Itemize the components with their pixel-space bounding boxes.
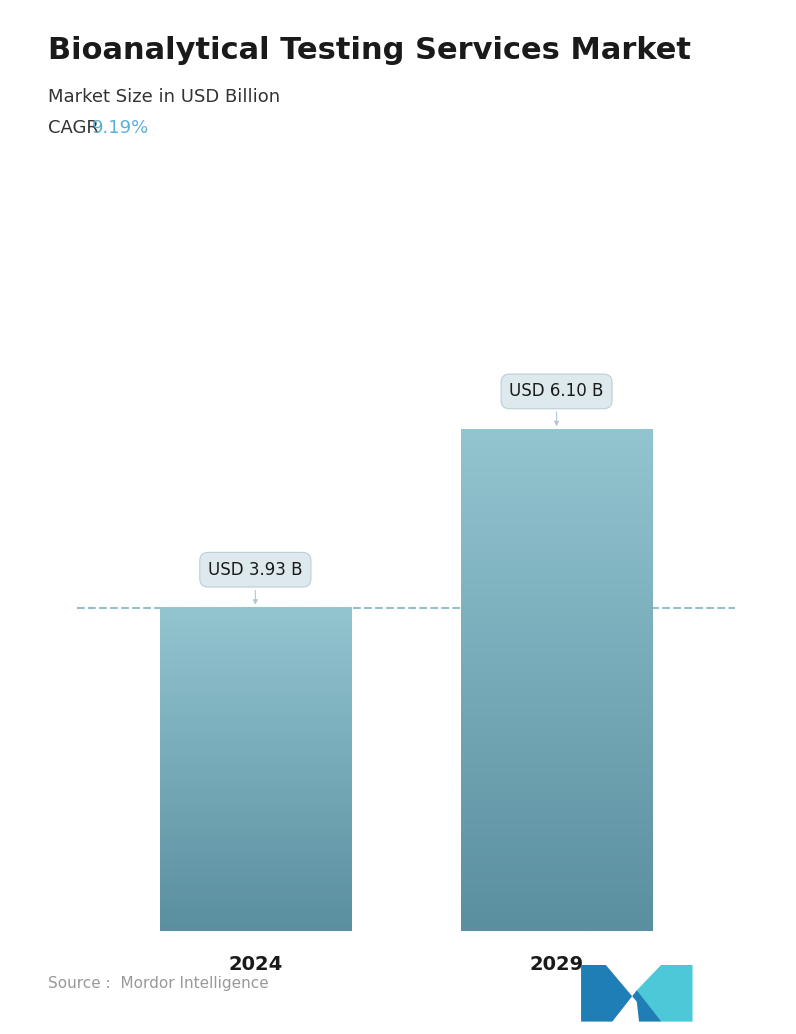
Text: CAGR: CAGR (48, 119, 104, 136)
Text: Bioanalytical Testing Services Market: Bioanalytical Testing Services Market (48, 36, 691, 65)
Text: USD 3.93 B: USD 3.93 B (208, 560, 302, 604)
Polygon shape (612, 965, 693, 1022)
Text: USD 6.10 B: USD 6.10 B (509, 383, 603, 425)
Polygon shape (581, 965, 661, 1022)
Text: 9.19%: 9.19% (92, 119, 149, 136)
Text: Market Size in USD Billion: Market Size in USD Billion (48, 88, 280, 105)
Text: Source :  Mordor Intelligence: Source : Mordor Intelligence (48, 975, 268, 991)
